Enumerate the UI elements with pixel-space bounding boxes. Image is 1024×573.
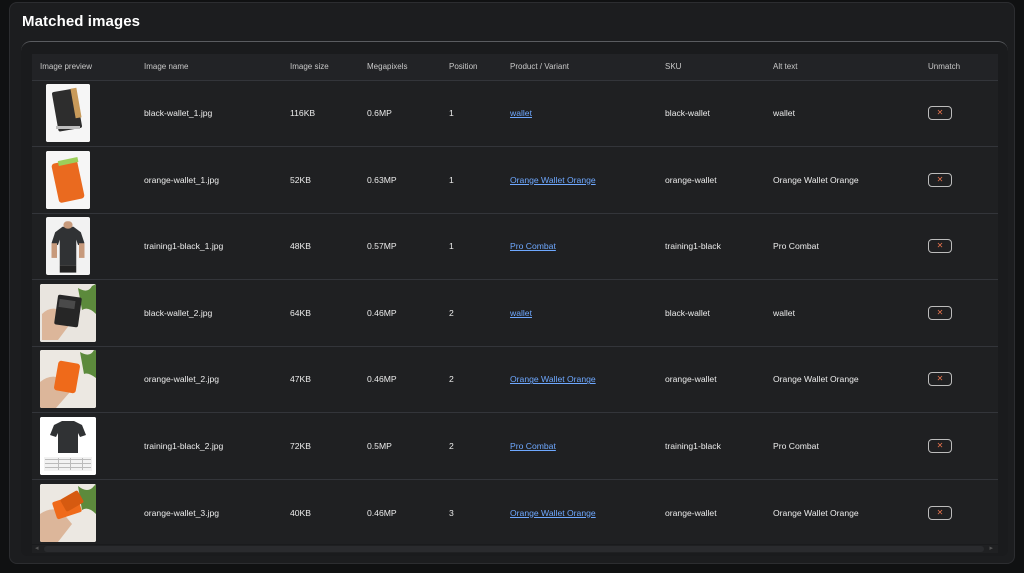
product-variant-link[interactable]: wallet (510, 307, 532, 318)
matched-images-table: Image preview Image name Image size Mega… (32, 54, 998, 544)
table-header-row: Image preview Image name Image size Mega… (32, 54, 998, 80)
product-variant-link[interactable]: Orange Wallet Orange (510, 174, 596, 185)
alt-text: Pro Combat (773, 241, 819, 252)
megapixels: 0.46MP (367, 507, 397, 518)
image-name: orange-wallet_3.jpg (144, 507, 220, 518)
image-name: orange-wallet_1.jpg (144, 174, 220, 185)
image-name: black-wallet_2.jpg (144, 307, 213, 318)
alt-text: Orange Wallet Orange (773, 174, 859, 185)
position: 2 (449, 374, 454, 385)
hand-orange-wallet-open-thumbnail[interactable] (40, 483, 96, 542)
image-size: 47KB (290, 374, 312, 385)
sku: training1-black (665, 241, 721, 252)
megapixels: 0.6MP (367, 108, 392, 119)
image-size: 48KB (290, 241, 312, 252)
alt-text: Orange Wallet Orange (773, 374, 859, 385)
table-row: orange-wallet_2.jpg 47KB 0.46MP 2 Orange… (32, 346, 998, 413)
matched-images-panel: Matched images Image preview Image name … (9, 2, 1015, 564)
megapixels: 0.46MP (367, 307, 397, 318)
product-variant-link[interactable]: Orange Wallet Orange (510, 507, 596, 518)
unmatch-button[interactable]: ✕ (928, 438, 952, 453)
close-icon: ✕ (936, 241, 944, 251)
unmatch-button[interactable]: ✕ (928, 172, 952, 187)
image-size: 40KB (290, 507, 312, 518)
product-variant-link[interactable]: wallet (510, 108, 532, 119)
position: 3 (449, 507, 454, 518)
column-header-alt-text: Alt text (773, 62, 798, 72)
image-name: training1-black_1.jpg (144, 241, 224, 252)
page-title: Matched images (22, 13, 141, 30)
megapixels: 0.57MP (367, 241, 397, 252)
image-size: 72KB (290, 440, 312, 451)
sku: orange-wallet (665, 507, 717, 518)
image-size: 52KB (290, 174, 312, 185)
column-header-megapixels: Megapixels (367, 62, 408, 72)
sku: black-wallet (665, 108, 710, 119)
column-header-position: Position (449, 62, 478, 72)
image-name: orange-wallet_2.jpg (144, 374, 220, 385)
unmatch-button[interactable]: ✕ (928, 106, 952, 121)
unmatch-button[interactable]: ✕ (928, 239, 952, 254)
image-size: 116KB (290, 108, 316, 119)
close-icon: ✕ (936, 307, 944, 317)
column-header-image-name: Image name (144, 62, 189, 72)
position: 1 (449, 108, 454, 119)
product-variant-link[interactable]: Pro Combat (510, 440, 556, 451)
hand-black-wallet-thumbnail[interactable] (40, 283, 96, 342)
column-header-sku: SKU (665, 62, 682, 72)
hand-orange-wallet-thumbnail[interactable] (40, 350, 96, 409)
alt-text: wallet (773, 307, 795, 318)
black-tshirt-thumbnail[interactable] (46, 217, 90, 276)
close-icon: ✕ (936, 174, 944, 184)
table-row: orange-wallet_1.jpg 52KB 0.63MP 1 Orange… (32, 146, 998, 214)
alt-text: wallet (773, 108, 795, 119)
megapixels: 0.63MP (367, 174, 397, 185)
column-header-product-variant: Product / Variant (510, 62, 569, 72)
position: 1 (449, 241, 454, 252)
table-row: black-wallet_2.jpg 64KB 0.46MP 2 wallet … (32, 279, 998, 347)
close-icon: ✕ (936, 374, 944, 384)
product-variant-link[interactable]: Orange Wallet Orange (510, 374, 596, 385)
product-variant-link[interactable]: Pro Combat (510, 241, 556, 252)
table-row: training1-black_2.jpg 72KB 0.5MP 2 Pro C… (32, 412, 998, 480)
orange-wallet-thumbnail[interactable] (46, 150, 90, 209)
unmatch-button[interactable]: ✕ (928, 305, 952, 320)
table-card: Image preview Image name Image size Mega… (21, 41, 1008, 556)
image-size: 64KB (290, 307, 312, 318)
table-row: black-wallet_1.jpg 116KB 0.6MP 1 wallet … (32, 80, 998, 147)
tshirt-size-chart-thumbnail[interactable] (40, 416, 96, 475)
position: 2 (449, 440, 454, 451)
image-name: training1-black_2.jpg (144, 440, 224, 451)
scrollbar-track[interactable] (44, 546, 984, 552)
horizontal-scrollbar[interactable]: ◂ ▸ (32, 545, 998, 553)
sku: orange-wallet (665, 374, 717, 385)
scroll-left-icon[interactable]: ◂ (35, 545, 39, 552)
unmatch-button[interactable]: ✕ (928, 372, 952, 387)
column-header-unmatch: Unmatch (928, 62, 961, 72)
table-row: orange-wallet_3.jpg 40KB 0.46MP 3 Orange… (32, 479, 998, 544)
table-row: training1-black_1.jpg 48KB 0.57MP 1 Pro … (32, 213, 998, 280)
megapixels: 0.5MP (367, 440, 392, 451)
table-scroll-area[interactable]: Image preview Image name Image size Mega… (32, 54, 998, 544)
position: 1 (449, 174, 454, 185)
sku: training1-black (665, 440, 721, 451)
close-icon: ✕ (936, 507, 944, 517)
column-header-image-preview: Image preview (40, 62, 93, 72)
black-wallet-thumbnail[interactable] (46, 84, 90, 143)
close-icon: ✕ (936, 108, 944, 118)
sku: orange-wallet (665, 174, 717, 185)
megapixels: 0.46MP (367, 374, 397, 385)
alt-text: Pro Combat (773, 440, 819, 451)
position: 2 (449, 307, 454, 318)
scroll-right-icon[interactable]: ▸ (989, 545, 993, 552)
unmatch-button[interactable]: ✕ (928, 505, 952, 520)
column-header-image-size: Image size (290, 62, 329, 72)
close-icon: ✕ (936, 440, 944, 450)
image-name: black-wallet_1.jpg (144, 108, 213, 119)
alt-text: Orange Wallet Orange (773, 507, 859, 518)
sku: black-wallet (665, 307, 710, 318)
